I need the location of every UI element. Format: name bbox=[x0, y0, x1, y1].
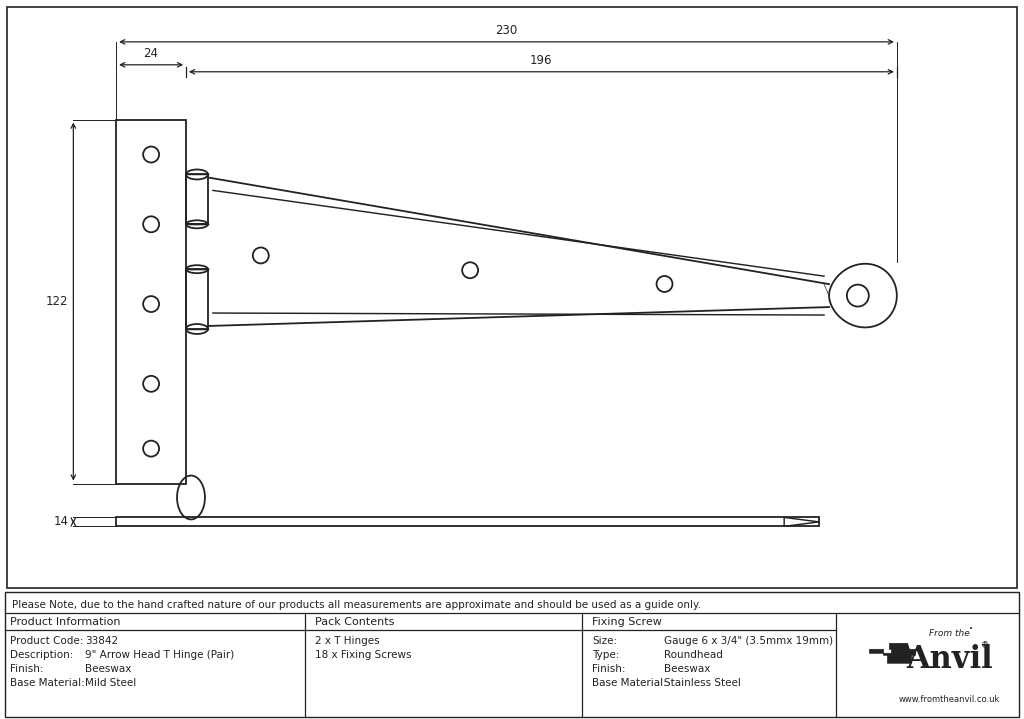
Text: Beeswax: Beeswax bbox=[664, 664, 711, 674]
Text: Size:: Size: bbox=[592, 636, 617, 646]
Text: Mild Steel: Mild Steel bbox=[85, 678, 136, 688]
Text: •: • bbox=[969, 626, 973, 633]
Bar bbox=[186, 269, 208, 329]
Text: Fixing Screw: Fixing Screw bbox=[592, 618, 662, 628]
Text: Gauge 6 x 3/4" (3.5mmx 19mm): Gauge 6 x 3/4" (3.5mmx 19mm) bbox=[664, 636, 834, 646]
Text: 230: 230 bbox=[496, 24, 518, 37]
Text: 24: 24 bbox=[143, 47, 159, 60]
Bar bbox=[186, 175, 208, 224]
Text: Finish:: Finish: bbox=[10, 664, 43, 674]
Text: Type:: Type: bbox=[592, 650, 620, 660]
Polygon shape bbox=[869, 644, 915, 663]
Text: Product Code:: Product Code: bbox=[10, 636, 83, 646]
Text: 2 x T Hinges: 2 x T Hinges bbox=[315, 636, 380, 646]
Text: Finish:: Finish: bbox=[592, 664, 626, 674]
Text: 18 x Fixing Screws: 18 x Fixing Screws bbox=[315, 650, 412, 660]
Text: Description:: Description: bbox=[10, 650, 74, 660]
Text: Beeswax: Beeswax bbox=[85, 664, 131, 674]
Bar bbox=[116, 119, 186, 483]
Text: Base Material:: Base Material: bbox=[592, 678, 667, 688]
Text: From the: From the bbox=[929, 629, 970, 638]
Text: Pack Contents: Pack Contents bbox=[315, 618, 394, 628]
Text: 122: 122 bbox=[46, 295, 69, 308]
Text: Roundhead: Roundhead bbox=[664, 650, 723, 660]
Text: 33842: 33842 bbox=[85, 636, 118, 646]
Text: 14: 14 bbox=[53, 516, 69, 528]
Bar bbox=[116, 518, 819, 526]
Text: www.fromtheanvil.co.uk: www.fromtheanvil.co.uk bbox=[899, 695, 1000, 704]
Text: Product Information: Product Information bbox=[10, 618, 121, 628]
Text: Please Note, due to the hand crafted nature of our products all measurements are: Please Note, due to the hand crafted nat… bbox=[12, 600, 701, 610]
Text: Stainless Steel: Stainless Steel bbox=[664, 678, 741, 688]
Text: Base Material:: Base Material: bbox=[10, 678, 85, 688]
Text: 9" Arrow Head T Hinge (Pair): 9" Arrow Head T Hinge (Pair) bbox=[85, 650, 234, 660]
Text: Anvil: Anvil bbox=[906, 644, 993, 674]
Text: 196: 196 bbox=[530, 54, 553, 67]
Text: ®: ® bbox=[980, 641, 988, 650]
